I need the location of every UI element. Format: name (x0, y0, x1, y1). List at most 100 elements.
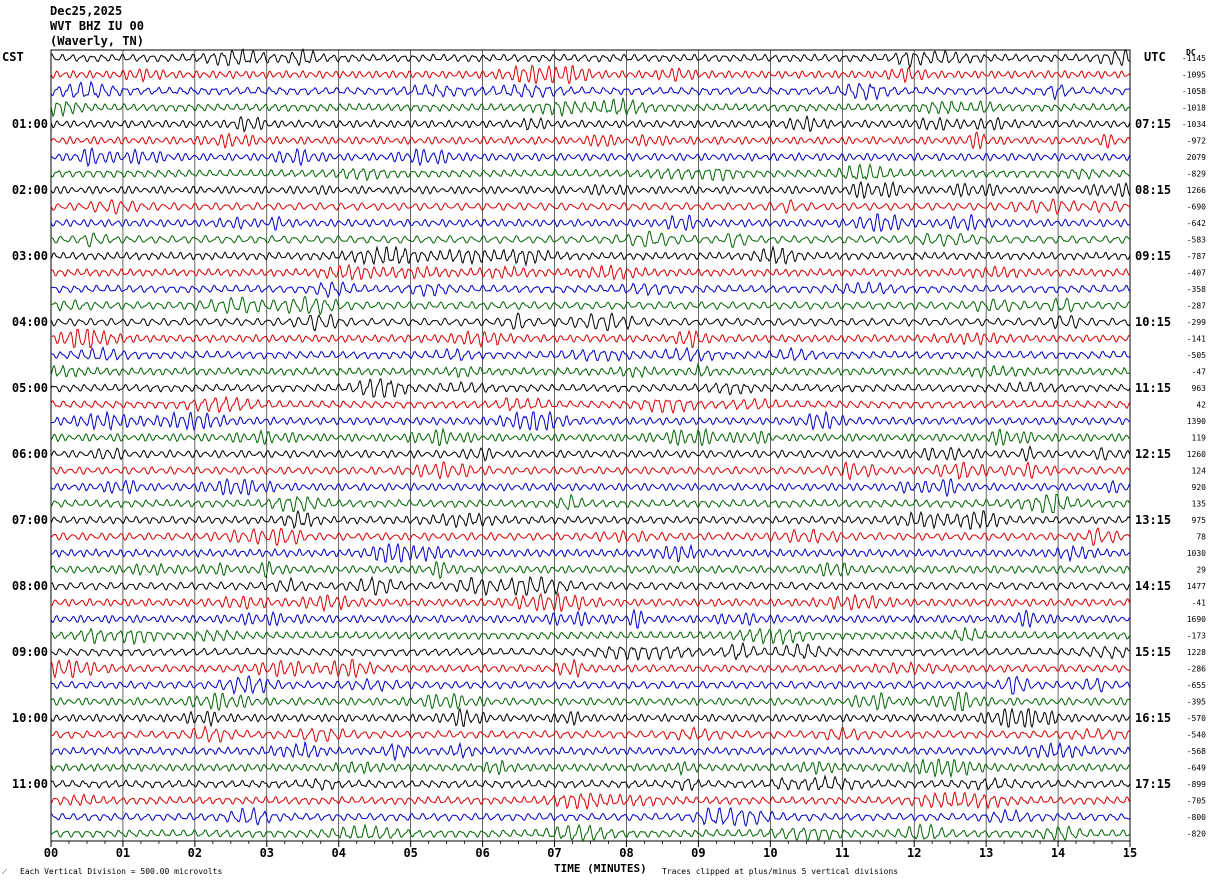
header-date: Dec25,2025 (50, 4, 123, 18)
left-timezone-label: CST (2, 50, 24, 64)
seismic-trace (50, 707, 1131, 729)
seismic-trace (50, 724, 1131, 744)
seismic-trace (50, 641, 1131, 662)
x-tick-label: 14 (1051, 846, 1065, 860)
seismic-trace (50, 346, 1131, 363)
seismic-trace (50, 626, 1131, 646)
seismic-trace (50, 658, 1131, 679)
seismic-trace (50, 362, 1131, 379)
seismic-trace (50, 213, 1131, 233)
dc-offset-label: -899 (1187, 780, 1206, 789)
dc-offset-label: -642 (1187, 219, 1206, 228)
utc-hour-label: 12:15 (1135, 447, 1171, 461)
cst-hour-label: 09:00 (12, 645, 48, 659)
seismic-trace (50, 740, 1131, 762)
dc-offset-label: 1228 (1187, 648, 1206, 657)
dc-offset-label: -787 (1187, 252, 1206, 261)
dc-offset-label: -173 (1187, 632, 1206, 641)
dc-offset-label: -829 (1187, 170, 1206, 179)
dc-offset-label: -1145 (1182, 54, 1206, 63)
dc-offset-label: -41 (1192, 599, 1207, 608)
cst-hour-label: 02:00 (12, 183, 48, 197)
corner-mark-icon: ⟋ (2, 868, 7, 876)
x-tick-label: 08 (619, 846, 633, 860)
header-station: WVT BHZ IU 00 (50, 19, 144, 33)
seismic-trace (50, 477, 1131, 498)
right-timezone-label: UTC (1144, 50, 1166, 64)
x-axis-title: TIME (MINUTES) (554, 862, 647, 875)
dc-offset-label: 963 (1192, 384, 1207, 393)
dc-offset-label: -505 (1187, 351, 1206, 360)
seismic-trace (50, 675, 1131, 696)
x-tick-label: 12 (907, 846, 921, 860)
seismic-trace (50, 774, 1131, 792)
seismic-trace (50, 823, 1131, 843)
dc-offset-label: -705 (1187, 797, 1206, 806)
dc-column-label: DC (1186, 48, 1196, 57)
header-location: (Waverly, TN) (50, 34, 144, 48)
utc-hour-label: 14:15 (1135, 579, 1171, 593)
seismic-trace (50, 162, 1131, 182)
cst-hour-label: 10:00 (12, 711, 48, 725)
dc-offset-label: 29 (1196, 566, 1206, 575)
dc-offset-label: -141 (1187, 335, 1206, 344)
dc-offset-label: 975 (1192, 516, 1207, 525)
dc-offset-label: -583 (1187, 236, 1206, 245)
x-tick-label: 00 (44, 846, 58, 860)
dc-offset-label: -395 (1187, 698, 1206, 707)
seismic-trace (50, 806, 1131, 828)
x-tick-label: 02 (188, 846, 202, 860)
dc-offset-label: -540 (1187, 731, 1206, 740)
seismic-trace (50, 64, 1131, 86)
utc-hour-label: 10:15 (1135, 315, 1171, 329)
x-tick-label: 01 (116, 846, 130, 860)
seismic-trace (50, 790, 1131, 811)
seismic-trace (50, 96, 1131, 118)
dc-offset-label: -47 (1192, 368, 1207, 377)
plot-grid (50, 49, 1131, 847)
seismic-trace (50, 691, 1131, 712)
cst-hour-label: 11:00 (12, 777, 48, 791)
x-tick-label: 04 (332, 846, 346, 860)
dc-offset-label: 920 (1192, 483, 1207, 492)
dc-offset-label: 1477 (1187, 582, 1206, 591)
dc-offset-label: 135 (1192, 500, 1207, 509)
utc-hour-label: 08:15 (1135, 183, 1171, 197)
seismic-trace (50, 509, 1131, 530)
dc-offset-label: 1390 (1187, 417, 1206, 426)
seismic-trace (50, 48, 1131, 69)
seismic-trace (50, 328, 1131, 349)
seismic-trace (50, 608, 1131, 629)
dc-offset-label: -286 (1187, 665, 1206, 674)
dc-offset-label: -655 (1187, 681, 1206, 690)
dc-offset-label: 78 (1196, 533, 1206, 542)
cst-hour-label: 05:00 (12, 381, 48, 395)
seismic-trace (50, 757, 1131, 779)
x-tick-label: 06 (475, 846, 489, 860)
seismic-trace (50, 460, 1131, 481)
seismic-trace (50, 410, 1131, 431)
seismic-trace (50, 527, 1131, 547)
seismic-trace (50, 80, 1130, 101)
dc-offset-label: -1058 (1182, 87, 1206, 96)
seismic-trace (50, 198, 1131, 215)
x-tick-label: 10 (763, 846, 777, 860)
seismic-trace (50, 378, 1131, 398)
dc-offset-label: 2079 (1187, 153, 1206, 162)
cst-hour-label: 01:00 (12, 117, 48, 131)
dc-offset-label: -690 (1187, 203, 1206, 212)
seismic-trace (50, 230, 1131, 249)
seismic-trace (50, 131, 1131, 150)
trace-group (50, 48, 1131, 843)
cst-hour-label: 07:00 (12, 513, 48, 527)
plot-frame (50, 49, 1131, 842)
dc-offset-label: -407 (1187, 269, 1206, 278)
cst-hour-label: 08:00 (12, 579, 48, 593)
utc-hour-label: 07:15 (1135, 117, 1171, 131)
clip-note: Traces clipped at plus/minus 5 vertical … (662, 867, 899, 876)
x-tick-label: 13 (979, 846, 993, 860)
dc-offset-label: -649 (1187, 764, 1206, 773)
dc-offset-label: -820 (1187, 830, 1206, 839)
utc-hour-label: 13:15 (1135, 513, 1171, 527)
